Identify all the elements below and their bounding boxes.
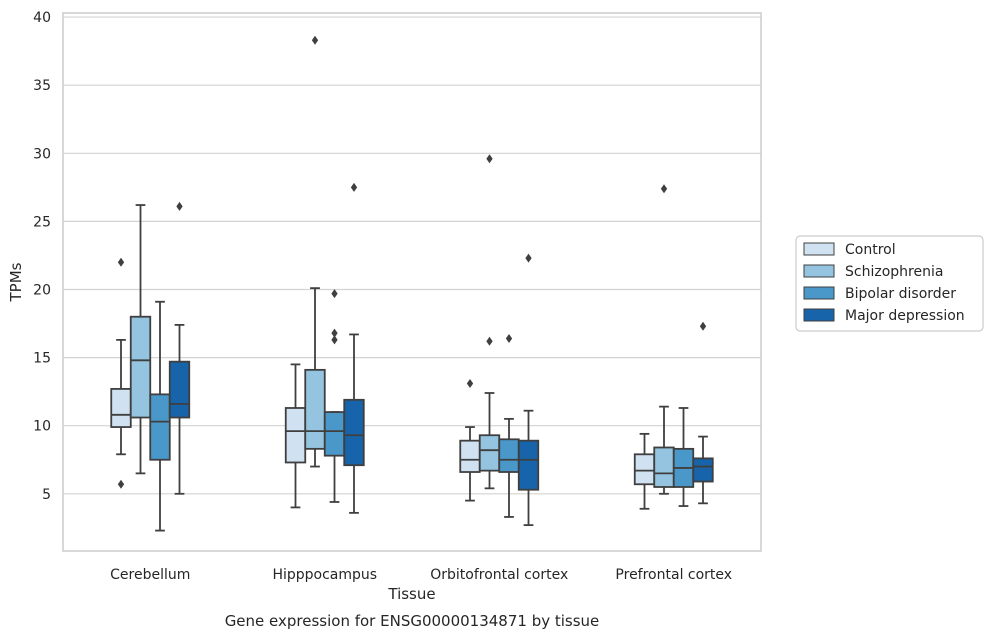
x-tick-label: Cerebellum	[110, 567, 190, 583]
y-axis-label: TPMs	[7, 262, 25, 302]
box-body	[343, 398, 365, 467]
outlier-point	[311, 35, 319, 45]
legend-frame	[795, 235, 984, 332]
y-tick-label: 5	[42, 487, 51, 503]
box-control	[110, 257, 132, 489]
box-body	[129, 315, 152, 419]
x-axis-label: Tissue	[387, 585, 435, 603]
plot-area-frame	[62, 12, 762, 552]
box-body	[110, 388, 132, 428]
box-body	[517, 439, 540, 491]
outlier-point	[525, 253, 532, 263]
legend-label: Control	[845, 242, 896, 258]
legend-label: Schizophrenia	[845, 264, 943, 280]
box-body	[653, 446, 675, 488]
box-schizophrenia	[653, 184, 675, 495]
box-body	[323, 411, 346, 457]
legend: Control Schizophrenia Bipolar disorder Majo…	[795, 235, 984, 332]
box-bipolar-disorder	[323, 289, 346, 503]
outlier-point	[660, 184, 668, 194]
y-tick-label: 20	[33, 282, 51, 298]
box-major-depression	[343, 182, 365, 514]
outlier-point	[466, 378, 474, 388]
box-body	[633, 453, 656, 486]
legend-swatch	[803, 286, 835, 300]
box-bipolar-disorder	[149, 300, 171, 532]
box-groups	[110, 35, 714, 532]
outlier-point	[486, 154, 493, 164]
y-tick-label: 25	[33, 214, 51, 230]
box-body	[168, 360, 191, 419]
box-body	[478, 434, 501, 472]
box-body	[284, 407, 307, 464]
box-body	[692, 457, 714, 483]
box-body	[498, 438, 520, 473]
box-major-depression	[692, 321, 714, 505]
outlier-point	[331, 289, 338, 299]
box-control	[284, 363, 307, 509]
x-tick-label: Prefrontal cortex	[615, 567, 732, 583]
legend-swatch	[803, 308, 835, 322]
box-schizophrenia	[478, 154, 501, 490]
x-tick-label: Hipppocampus	[272, 567, 377, 583]
box-control	[633, 432, 656, 510]
legend-label: Bipolar disorder	[845, 286, 956, 302]
chart-caption: Gene expression for ENSG00000134871 by t…	[225, 612, 600, 630]
box-body	[459, 439, 481, 473]
outlier-point	[117, 257, 125, 267]
outlier-point	[331, 335, 338, 345]
box-body	[149, 393, 171, 461]
y-axis-ticks: 5 10 15 20 25 30 35 40	[33, 10, 51, 503]
outlier-point	[331, 328, 338, 338]
box-body	[304, 368, 326, 450]
box-major-depression	[168, 201, 191, 495]
box-schizophrenia	[129, 204, 152, 475]
x-axis-ticks: Cerebellum Hipppocampus Orbitofrontal cort…	[110, 567, 732, 583]
outlier-point	[350, 182, 358, 192]
y-tick-label: 30	[33, 146, 51, 162]
y-tick-label: 35	[33, 78, 51, 94]
y-tick-label: 10	[33, 419, 51, 435]
box-control	[459, 378, 481, 502]
outlier-point	[176, 201, 183, 211]
legend-swatch	[803, 242, 835, 256]
y-tick-label: 40	[33, 10, 51, 26]
box-bipolar-disorder	[672, 407, 695, 507]
legend-swatch	[803, 264, 835, 278]
outlier-point	[699, 321, 707, 331]
y-tick-label: 15	[33, 351, 51, 367]
outlier-point	[486, 336, 493, 346]
box-major-depression	[517, 253, 540, 527]
box-schizophrenia	[304, 35, 326, 468]
legend-label: Major depression	[845, 308, 965, 324]
outlier-point	[505, 334, 513, 344]
outlier-point	[117, 479, 125, 489]
x-tick-label: Orbitofrontal cortex	[430, 567, 568, 583]
